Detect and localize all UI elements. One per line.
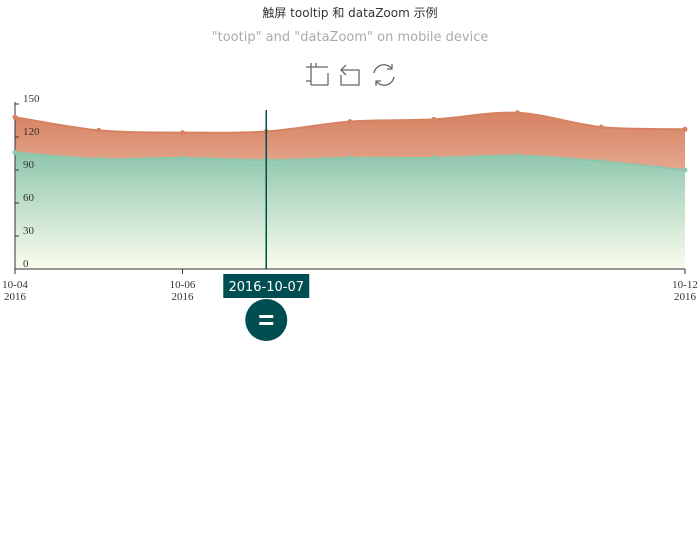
x-tick-label: 10-04 (2, 279, 28, 291)
series-0-point[interactable] (515, 110, 520, 116)
series-0-point[interactable] (598, 124, 604, 130)
drag-handle-icon[interactable] (245, 299, 288, 341)
axis-pointer[interactable]: 2016-10-07 (223, 110, 310, 341)
y-tick-label: 150 (23, 93, 40, 105)
series-1-area (15, 152, 685, 269)
series-0-point[interactable] (347, 119, 353, 125)
series-0-point[interactable] (682, 126, 688, 132)
series-1-point[interactable] (682, 167, 688, 173)
axis-pointer-label-box (223, 274, 310, 298)
series-1-point[interactable] (515, 153, 520, 159)
restore-icon[interactable] (373, 64, 395, 86)
series-0-point[interactable] (431, 116, 437, 122)
y-tick-label: 30 (23, 225, 35, 237)
toolbox (306, 63, 395, 86)
series-1-point[interactable] (598, 158, 604, 164)
x-tick-label: 10-06 (170, 279, 196, 291)
x-tick-label: 2016 (4, 291, 27, 303)
series-1-point[interactable] (12, 149, 18, 155)
series-marks (12, 110, 688, 173)
y-tick-label: 90 (23, 159, 35, 171)
axis-pointer-label: 2016-10-07 (228, 280, 304, 295)
series-1-point[interactable] (180, 155, 185, 161)
chart-title: 触屏 tooltip 和 dataZoom 示例 (262, 6, 437, 20)
y-tick-label: 0 (23, 258, 29, 270)
series-0-point[interactable] (12, 114, 18, 120)
series-areas (15, 112, 685, 270)
data-zoom-icon[interactable] (306, 63, 329, 86)
y-tick-label: 60 (23, 192, 35, 204)
x-tick-label: 10-12 (672, 279, 698, 291)
series-1-point[interactable] (347, 155, 353, 161)
series-1-point[interactable] (431, 155, 437, 161)
series-1-point[interactable] (96, 156, 102, 162)
x-tick-label: 2016 (674, 291, 697, 303)
chart-subtitle: "tootip" and "dataZoom" on mobile device (212, 30, 489, 45)
x-tick-label: 2016 (172, 291, 195, 303)
data-zoom-reset-icon[interactable] (340, 64, 360, 86)
series-0-point[interactable] (180, 130, 185, 136)
y-tick-label: 120 (23, 126, 40, 138)
series-0-point[interactable] (96, 127, 102, 133)
